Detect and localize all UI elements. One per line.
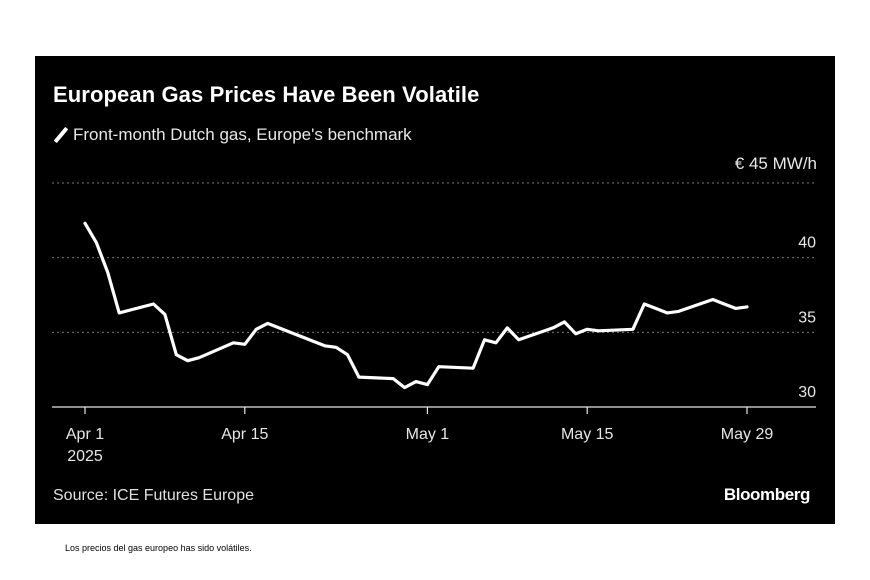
image-caption: Los precios del gas europeo has sido vol…: [65, 543, 252, 553]
y-axis-unit-label: € 45 MW/h: [734, 154, 817, 173]
series-line-0: [83, 221, 749, 390]
y-tick-label-40: 40: [798, 235, 816, 252]
chart-legend: Front-month Dutch gas, Europe's benchmar…: [53, 125, 412, 145]
bloomberg-logo: Bloomberg: [723, 485, 811, 504]
legend-label: Front-month Dutch gas, Europe's benchmar…: [73, 125, 412, 144]
y-tick-label-35: 35: [798, 309, 816, 326]
source-note: Source: ICE Futures Europe: [53, 487, 254, 504]
x-tick-label-2025-05-15: May 15: [561, 426, 614, 443]
chart-panel: European Gas Prices Have Been Volatile F…: [35, 56, 835, 524]
x-tick-label-2025-05-01: May 1: [406, 426, 450, 443]
x-tick-sublabel-2025-04-01: 2025: [67, 448, 103, 465]
x-tick-label-2025-04-15: Apr 15: [221, 426, 268, 443]
x-tick-label-2025-05-29: May 29: [721, 426, 774, 443]
x-tick-label-2025-04-01: Apr 1: [66, 426, 104, 443]
line-chart: 40 35 30 Apr 1 2025 Apr 15 May 1 May 15 May 29: [52, 182, 816, 465]
y-tick-label-30: 30: [798, 384, 816, 401]
chart-title: European Gas Prices Have Been Volatile: [53, 82, 480, 107]
